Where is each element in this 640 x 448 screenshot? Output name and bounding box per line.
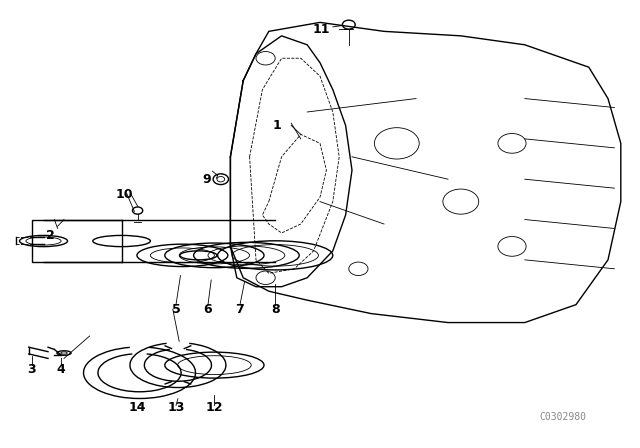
Text: 2: 2 [45,228,54,242]
Text: 9: 9 [203,172,211,186]
Text: 1: 1 [273,119,282,132]
Text: 3: 3 [28,363,36,376]
Text: 5: 5 [172,302,180,316]
Text: 10: 10 [116,188,134,202]
Text: C0302980: C0302980 [540,412,587,422]
Text: 14: 14 [129,401,147,414]
Text: 6: 6 [204,302,212,316]
Text: 4: 4 [56,363,65,376]
Text: 11: 11 [312,22,330,36]
Text: 12: 12 [205,401,223,414]
FancyBboxPatch shape [32,220,122,262]
Text: 13: 13 [167,401,185,414]
Text: 7: 7 [236,302,244,316]
Text: 8: 8 [271,302,280,316]
